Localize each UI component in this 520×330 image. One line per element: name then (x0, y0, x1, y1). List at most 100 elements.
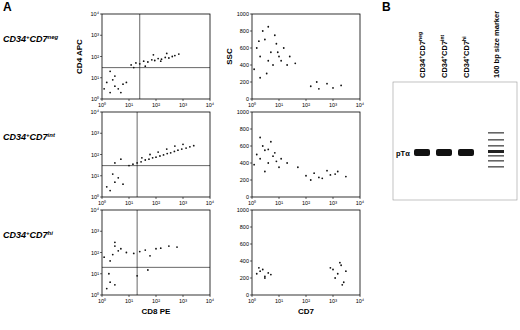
event-dot (259, 137, 261, 139)
event-dot (128, 165, 130, 167)
event-dot (174, 55, 176, 57)
event-dot (103, 88, 105, 90)
x-tick (279, 99, 280, 101)
event-dot (270, 141, 272, 143)
event-dot (160, 247, 162, 249)
event-dot (109, 190, 111, 192)
text-part: CD34 (418, 58, 427, 78)
y-tick (250, 65, 252, 66)
x-tick (306, 99, 307, 101)
y-tick-label: 0 (246, 194, 249, 200)
plot-frame (252, 210, 360, 295)
gel-band (458, 149, 474, 156)
y-tick (100, 252, 102, 253)
event-dot (270, 274, 272, 276)
event-dot (272, 155, 274, 157)
event-dot (161, 58, 163, 60)
x-tick (156, 197, 157, 199)
x-tick (210, 295, 211, 297)
y-tick-label: 800 (240, 28, 249, 34)
event-dot (139, 63, 141, 65)
y-tick-label: 1000 (237, 207, 249, 213)
event-dot (177, 149, 179, 151)
x-tick-label: 10⁴ (356, 200, 365, 206)
event-dot (318, 177, 320, 179)
plot-frame (252, 14, 360, 99)
event-dot (135, 62, 137, 64)
event-dot (289, 56, 291, 58)
event-dot (143, 60, 145, 62)
panel-label: B (382, 0, 391, 14)
event-dot (149, 255, 151, 257)
quadrant-gate-x (137, 210, 138, 295)
plot-area (102, 14, 210, 99)
text-part: 100 bp size marker (492, 11, 501, 78)
event-dot (178, 53, 180, 55)
event-dot (267, 149, 269, 151)
scatter-plot: 10⁰10¹10²10³10⁴10⁰10¹10²10³10⁴CD4 APC (75, 11, 215, 108)
x-tick-label: 10² (152, 200, 160, 206)
event-dot (256, 47, 258, 49)
event-dot (152, 54, 154, 56)
event-dot (170, 152, 172, 154)
x-tick (210, 99, 211, 101)
event-dot (337, 171, 339, 173)
event-dot (144, 249, 146, 251)
event-dot (147, 61, 149, 63)
y-axis-label: CD4 APC (75, 39, 84, 74)
event-dot (193, 145, 195, 147)
quadrant-gate-x (137, 112, 138, 197)
band-label: pTα (396, 149, 410, 158)
y-tick (250, 261, 252, 262)
y-tick (100, 112, 102, 113)
scatter-plot: 10⁰10¹10²10³10⁴10⁰10¹10²10³10⁴CD8 PE (91, 207, 215, 316)
event-dot (259, 56, 261, 58)
superscript: neg (48, 34, 59, 40)
y-tick (100, 210, 102, 211)
event-dot (139, 251, 141, 253)
event-dot (182, 143, 184, 145)
event-dot (154, 60, 156, 62)
event-dot (305, 175, 307, 177)
event-dot (109, 92, 111, 94)
plot-frame (102, 14, 210, 99)
event-dot (109, 70, 111, 72)
event-dot (136, 275, 138, 277)
x-tick (156, 295, 157, 297)
event-dot (168, 245, 170, 247)
scatter-plot: 10⁰10¹10²10³10⁴02004006008001000 (237, 109, 365, 206)
event-dot (122, 83, 124, 85)
gel-band (436, 149, 452, 156)
y-tick (100, 175, 102, 176)
event-dot (157, 58, 159, 60)
event-dot (147, 269, 149, 271)
x-tick-label: 10⁰ (98, 102, 106, 108)
x-tick-label: 10¹ (125, 298, 133, 304)
y-tick (100, 14, 102, 15)
lane-label: CD34+CD7int (439, 34, 449, 78)
event-dot (258, 267, 260, 269)
event-dot (109, 281, 111, 283)
event-dot (277, 51, 279, 53)
event-dot (264, 277, 266, 279)
event-dot (155, 156, 157, 158)
row-label: CD34+CD7neg (3, 34, 59, 44)
x-tick (183, 295, 184, 297)
scatter-plot: 10⁰10¹10²10³10⁴02004006008001000CD7 (237, 207, 365, 316)
y-tick-label: 600 (240, 143, 249, 149)
y-tick-label: 800 (240, 126, 249, 132)
event-dot (332, 269, 334, 271)
y-tick (100, 99, 102, 100)
event-dot (264, 149, 266, 151)
y-tick (100, 197, 102, 198)
event-dot (278, 56, 280, 58)
event-dot (264, 39, 266, 41)
y-tick-label: 400 (240, 258, 249, 264)
y-tick (250, 48, 252, 49)
event-dot (159, 155, 161, 157)
event-dot (267, 162, 269, 164)
y-tick-label: 0 (246, 292, 249, 298)
event-dot (166, 52, 168, 54)
x-tick (129, 99, 130, 101)
ladder-band (488, 166, 504, 168)
